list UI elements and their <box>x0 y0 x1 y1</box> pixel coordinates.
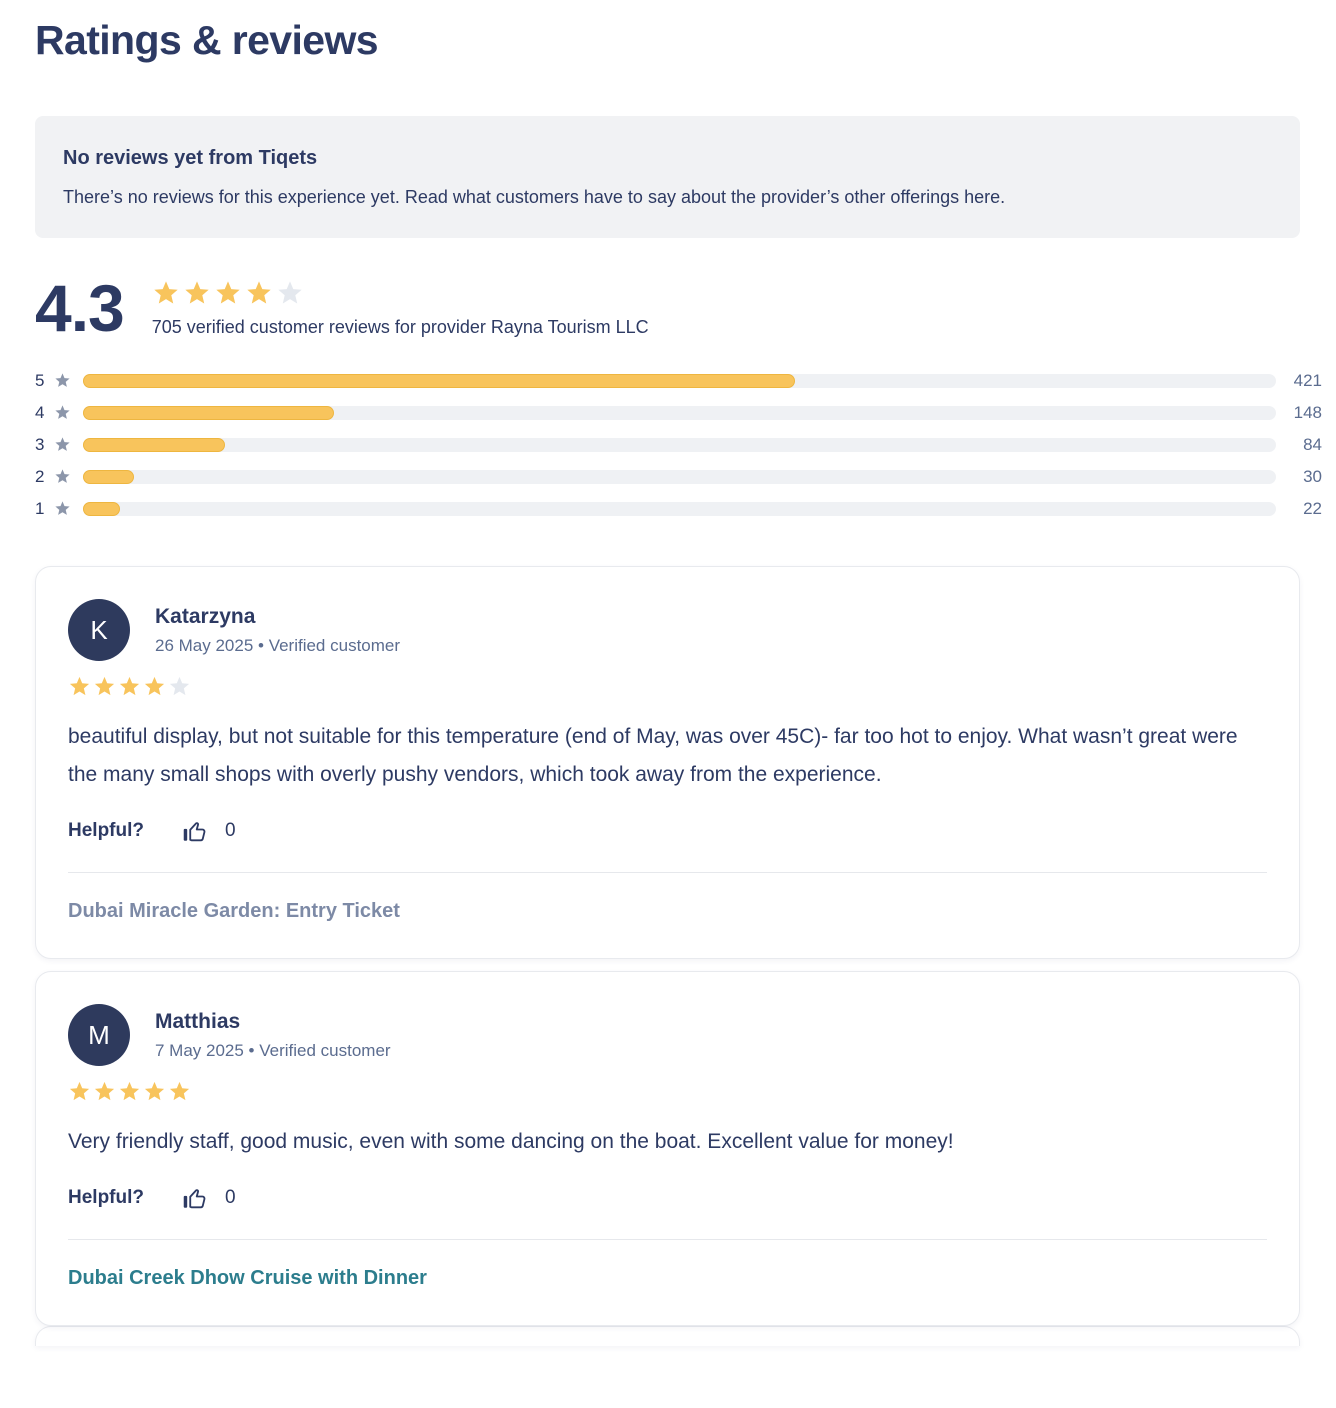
thumb-up-icon <box>183 1189 206 1209</box>
helpful-label: Helpful? <box>68 1187 144 1208</box>
star-icon <box>54 436 71 453</box>
reviewer-name: Katarzyna <box>155 604 256 628</box>
histogram-row: 1 22 <box>35 498 1322 519</box>
histogram-bar-fill <box>83 405 334 420</box>
histogram-star-label: 3 <box>35 434 45 454</box>
histogram-bar-track <box>83 405 1276 420</box>
next-review-card-partial <box>35 1326 1300 1346</box>
review-header: M Matthias 7 May 2025 • Verified custome… <box>68 1004 1267 1066</box>
histogram-count: 84 <box>1303 434 1322 454</box>
star-icon <box>185 281 209 304</box>
card-divider <box>68 1239 1267 1240</box>
notice-body: There’s no reviews for this experience y… <box>63 187 1006 207</box>
helpful-row: Helpful? 0 <box>68 818 1267 844</box>
avatar: M <box>68 1004 130 1066</box>
avatar-initial: K <box>90 614 108 645</box>
reviews-list: K Katarzyna 26 May 2025 • Verified custo… <box>35 566 1300 1326</box>
histogram-row: 5 421 <box>35 370 1322 391</box>
review-date-verified: 7 May 2025 • Verified customer <box>155 1040 391 1060</box>
thumbs-up-button[interactable]: 0 <box>182 818 236 844</box>
helpful-count: 0 <box>225 820 236 841</box>
star-icon <box>54 500 71 517</box>
summary-star-rating <box>152 279 649 307</box>
histogram-bar-track <box>83 373 1276 388</box>
thumbs-up-button[interactable]: 0 <box>182 1185 236 1211</box>
star-icon <box>69 676 90 696</box>
page-title: Ratings & reviews <box>35 17 379 63</box>
avatar-initial: M <box>88 1019 110 1050</box>
product-link[interactable]: Dubai Miracle Garden: Entry Ticket <box>68 900 400 922</box>
histogram-count: 421 <box>1293 370 1322 390</box>
star-icon <box>54 372 71 389</box>
star-icon <box>54 468 71 485</box>
histogram-bar-fill <box>83 373 796 388</box>
histogram-row: 4 148 <box>35 402 1322 423</box>
star-icon <box>94 676 115 696</box>
star-icon <box>278 281 302 304</box>
review-card: K Katarzyna 26 May 2025 • Verified custo… <box>35 566 1300 959</box>
review-star-rating <box>68 675 1267 698</box>
histogram-bar-track <box>83 469 1276 484</box>
reviewer-name: Matthias <box>155 1009 241 1033</box>
histogram-count: 22 <box>1303 498 1322 518</box>
histogram-bar-fill <box>83 469 135 484</box>
histogram-count: 30 <box>1303 466 1322 486</box>
review-star-rating <box>68 1080 1267 1103</box>
star-icon <box>69 1081 90 1101</box>
review-date-verified: 26 May 2025 • Verified customer <box>155 635 401 655</box>
star-icon <box>169 676 190 696</box>
thumb-up-icon <box>183 822 206 842</box>
star-icon <box>144 1081 165 1101</box>
ratings-reviews-section: Ratings & reviews No reviews yet from Ti… <box>0 16 1336 1346</box>
star-icon <box>94 1081 115 1101</box>
histogram-star-label: 4 <box>35 402 45 422</box>
review-card: M Matthias 7 May 2025 • Verified custome… <box>35 971 1300 1326</box>
histogram-star-label: 1 <box>35 498 45 518</box>
star-icon <box>247 281 271 304</box>
rating-summary: 4.3 705 verified customer reviews for pr… <box>35 274 1300 343</box>
histogram-count: 148 <box>1293 402 1322 422</box>
card-divider <box>68 872 1267 873</box>
review-text: beautiful display, but not suitable for … <box>68 725 1238 786</box>
histogram-star-label: 5 <box>35 370 45 390</box>
star-icon <box>154 281 178 304</box>
histogram-bar-track <box>83 501 1276 516</box>
star-icon <box>144 676 165 696</box>
helpful-label: Helpful? <box>68 820 144 841</box>
histogram-star-label: 2 <box>35 466 45 486</box>
histogram-bar-fill <box>83 437 225 452</box>
histogram-row: 2 30 <box>35 466 1322 487</box>
average-rating-score: 4.3 <box>35 271 125 345</box>
star-icon <box>54 404 71 421</box>
helpful-count: 0 <box>225 1187 236 1208</box>
helpful-row: Helpful? 0 <box>68 1185 1267 1211</box>
review-header: K Katarzyna 26 May 2025 • Verified custo… <box>68 599 1267 661</box>
histogram-bar-fill <box>83 501 120 516</box>
histogram-row: 3 84 <box>35 434 1322 455</box>
star-icon <box>119 676 140 696</box>
rating-histogram: 5 421 4 148 3 84 2 <box>35 370 1322 519</box>
star-icon <box>216 281 240 304</box>
product-link[interactable]: Dubai Creek Dhow Cruise with Dinner <box>68 1267 427 1289</box>
review-count-caption: 705 verified customer reviews for provid… <box>151 317 649 337</box>
star-icon <box>169 1081 190 1101</box>
histogram-bar-track <box>83 437 1276 452</box>
no-reviews-notice: No reviews yet from Tiqets There’s no re… <box>35 116 1300 238</box>
review-text: Very friendly staff, good music, even wi… <box>68 1130 954 1153</box>
notice-title: No reviews yet from Tiqets <box>63 147 318 169</box>
star-icon <box>119 1081 140 1101</box>
avatar: K <box>68 599 130 661</box>
